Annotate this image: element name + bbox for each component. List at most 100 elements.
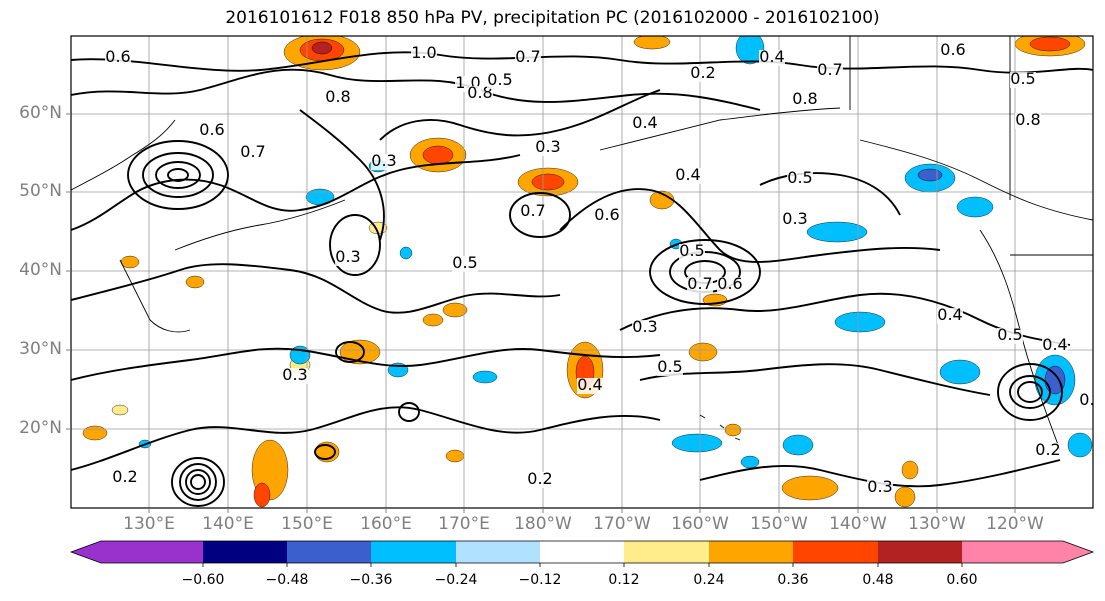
coastlines [71,36,1093,451]
contour-label-bg [1010,72,1036,88]
colorbar [69,540,1095,567]
precipitation-blob [806,221,868,243]
contour-label-bg [105,50,131,66]
precipitation-blob [1029,36,1071,52]
contour-label-bg [199,123,225,139]
colorbar-segment [962,541,1063,563]
colorbar-outline [69,540,1095,564]
contour-label: 0.7 [520,201,545,220]
axis-ticks [66,113,1016,513]
lat-label: 60°N [19,103,62,123]
contour-label-bg [1042,338,1068,354]
contour-label: 0.5 [679,241,704,260]
precipitation-blob [339,339,381,365]
colorbar-tick-label: −0.48 [265,572,309,588]
precipitation-blob [82,425,108,441]
precipitation-blob [185,275,205,289]
precipitation-blob [120,255,140,269]
colorbar-extend-high [1063,541,1093,563]
contour-label: 0.7 [817,60,842,79]
colorbar-segment [287,541,371,563]
contour-label: 0.4 [577,375,602,394]
contour-label: 0.6 [594,205,619,224]
contour-label-bg [1015,113,1041,129]
contour-label-bg [657,360,683,376]
contour-label-bg [940,43,966,59]
colorbar-tick-label: 0.36 [777,572,809,588]
precipitation-blob [894,486,916,508]
precipitation-blob [422,145,454,165]
lat-label: 50°N [19,181,62,201]
precipitation-blob [445,449,465,463]
contour-label-bg [937,308,963,324]
contour-label-bg [817,63,843,79]
contour-label-bg [282,368,308,384]
contour-label: 0.8 [467,83,492,102]
lon-label: 180°W [514,514,572,534]
contour-label-bg [411,46,437,62]
contour-label: 0.6 [199,120,224,139]
colorbar-segment [624,541,709,563]
colorbar-tick-label: −0.60 [181,572,225,588]
contour-label-bg [782,212,808,228]
precipitation-blob [253,482,271,508]
precipitation-blob [531,173,565,191]
contour-label: 0.4 [759,47,784,66]
lon-label: 170°W [593,514,651,534]
contour-label-bg [717,277,743,293]
colorbar-tick-label: 0.48 [862,572,894,588]
colorbar-segment [203,541,287,563]
colorbar-segment [793,541,878,563]
contour-label: 0.5 [997,325,1022,344]
contour-label: 0.5 [787,168,812,187]
contour-label-bg [467,86,493,102]
contour-label: 0.5 [487,70,512,89]
contour-label: 0.2 [112,467,137,486]
lon-label: 160°W [671,514,729,534]
lon-label: 130°E [123,514,175,534]
contour-label-bg [792,92,818,108]
lon-label: 120°W [986,514,1044,534]
contour-label-bg [632,116,658,132]
contour-label-bg [535,140,561,156]
contour-label-bg [632,320,658,336]
precipitation-blob [939,359,981,385]
contour-label-bg [997,328,1023,344]
contour-label-bg [867,480,893,496]
contour-label-bg [1079,393,1093,409]
contour-label: 0.8 [325,87,350,106]
contour-label-bg [335,250,361,266]
precipitation-blob [781,475,839,501]
precipitation-blob [472,370,498,384]
contour-label: 1.0 [411,43,436,62]
contour-label-bg [452,256,478,272]
contour-label: 0.5 [1010,69,1035,88]
contour-label-bg [325,90,351,106]
contour-label: 0.3 [282,365,307,384]
contour-label: 0.3 [782,209,807,228]
lon-label: 130°W [908,514,966,534]
contour-label-bg [112,470,138,486]
contour-label: 0.8 [1015,110,1040,129]
lon-label: 170°E [438,514,490,534]
colorbar-segment [101,541,203,563]
lon-label: 140°E [202,514,254,534]
colorbar-segment [456,541,540,563]
contour-label: 0.7 [240,142,265,161]
contour-label: 0.2 [527,469,552,488]
contour-label: 0.6 [105,47,130,66]
precipitation-blob [422,313,444,327]
contour-label-bg [687,277,713,293]
contour-label-bg [787,171,813,187]
precipitation-blob [688,342,718,362]
precipitation-blob [834,311,886,333]
lat-label: 20°N [19,418,62,438]
contour-label-bg [679,244,705,260]
contour-label: 0.7 [515,47,540,66]
contour-label: 0.4 [1042,335,1067,354]
contour-label: 0.3 [535,137,560,156]
contour-label-bg [487,73,513,89]
map-frame [70,35,1094,509]
contour-label-bg [594,208,620,224]
